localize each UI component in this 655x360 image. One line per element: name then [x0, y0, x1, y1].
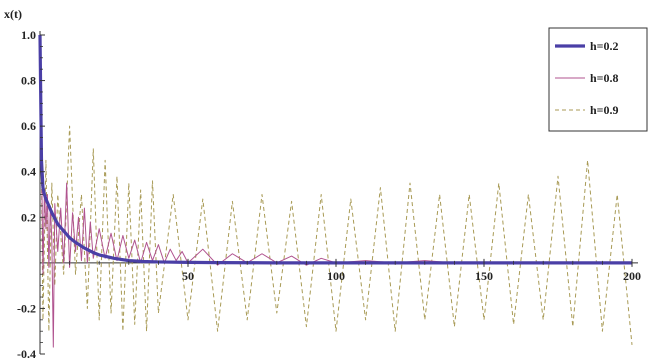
series-line-h=0.9	[39, 34, 633, 345]
y-tick-label: 0.4	[21, 165, 36, 179]
y-tick-label: 0.2	[21, 210, 36, 224]
y-tick-label: 0.6	[21, 119, 36, 133]
legend-entry-label: h=0.8	[590, 71, 619, 85]
ticks-layer: 50 100 150 200 -0.4 -0.2 0.2 0.4 0.6 0.8 1.0	[17, 28, 641, 360]
legend: h=0.2 h=0.8 h=0.9	[548, 27, 648, 132]
axes	[39, 31, 638, 354]
y-tick-label: -0.2	[17, 301, 36, 315]
legend-entry-label: h=0.2	[590, 39, 619, 53]
y-tick-label: 1.0	[21, 28, 36, 42]
x-tick-label: 100	[327, 269, 345, 283]
series-layer	[38, 34, 633, 348]
y-tick-label: -0.4	[17, 347, 36, 360]
legend-entry-label: h=0.9	[590, 103, 619, 117]
x-tick-label: 200	[623, 269, 641, 283]
x-tick-label: 50	[182, 269, 194, 283]
x-tick-label: 150	[475, 269, 493, 283]
y-axis-title: x(t)	[4, 7, 22, 21]
series-line-h=0.2	[38, 34, 632, 265]
y-tick-label: 0.8	[21, 74, 36, 88]
